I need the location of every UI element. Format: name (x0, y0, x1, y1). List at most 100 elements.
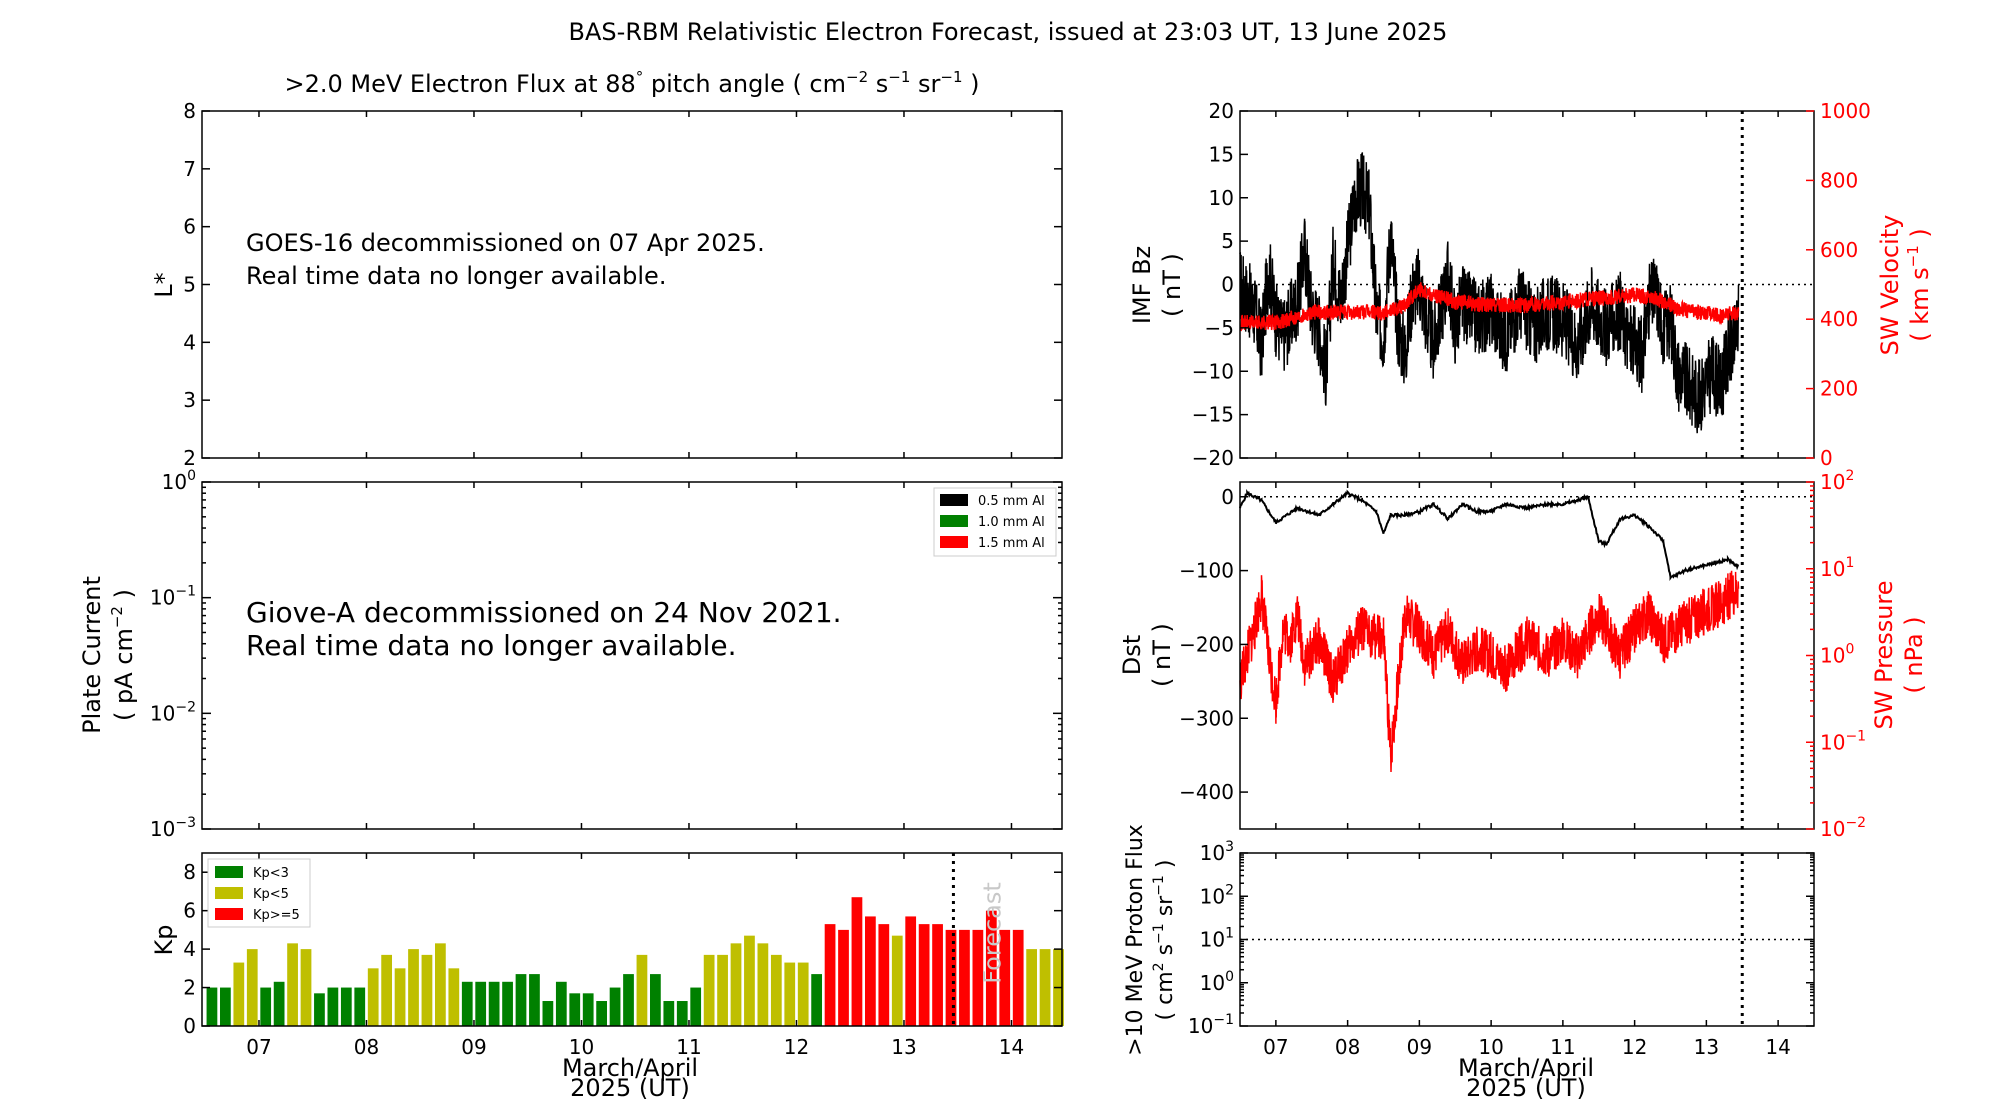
kp-bar (663, 1001, 675, 1026)
proton-flux-xtick-label: 08 (1335, 1035, 1360, 1059)
sw-velocity-line (1239, 282, 1740, 332)
kp-bar (542, 1001, 554, 1026)
proton-flux-xtick-label: 07 (1263, 1035, 1288, 1059)
plate-current-panel: 10−3 10−2 10−1 100 Plate Current ( pA cm−2 … (78, 468, 1063, 841)
kp-xtick-label: 10 (569, 1035, 594, 1059)
sw-pressure-ytick-label: 101 (1820, 555, 1854, 581)
electron-flux-ytick-label: 6 (183, 215, 196, 239)
kp-bar (529, 974, 540, 1026)
kp-bar (340, 987, 352, 1026)
electron-flux-ylabel: L* (150, 272, 178, 297)
forecast-label: Forecast (978, 882, 1006, 984)
imf-bz-ytick-label: 0 (1221, 273, 1234, 297)
kp-bar (555, 981, 567, 1026)
kp-ytick-label: 4 (183, 937, 196, 961)
kp-bar (448, 968, 460, 1026)
plate-current-ytick-label: 10−2 (150, 699, 196, 725)
kp-bar (744, 935, 755, 1026)
kp-bar (367, 968, 379, 1026)
proton-flux-xtick-label: 12 (1622, 1035, 1647, 1059)
kp-bar (435, 943, 446, 1026)
kp-bar (945, 929, 957, 1026)
imf-bz-ytick-label: 5 (1221, 229, 1234, 253)
kp-bar (757, 943, 769, 1026)
kp-bar (475, 981, 487, 1026)
kp-bar (918, 924, 930, 1026)
sw-pressure-ytick-label: 10−2 (1820, 815, 1866, 841)
dst-ytick-label: −200 (1179, 632, 1234, 656)
kp-bar (408, 949, 419, 1026)
kp-bar (985, 910, 997, 1026)
electron-flux-ytick-label: 3 (183, 388, 196, 412)
proton-flux-ytick-label: 10−1 (1188, 1012, 1234, 1038)
kp-bar (717, 954, 728, 1026)
dst-axis: −400 −300 −200 −100 0 10−2 10−1 100 101 102 (1179, 468, 1866, 841)
left-xlabel-line1: March/April (562, 1054, 698, 1082)
kp-xtick-label: 12 (784, 1035, 809, 1059)
plate-current-ytick-label: 10−3 (150, 815, 196, 841)
imf-bz-ytick-label: 15 (1209, 142, 1234, 166)
sw-velocity-ytick-label: 400 (1820, 307, 1858, 331)
kp-bar (273, 981, 285, 1026)
kp-bar (582, 993, 594, 1026)
sw-velocity-units: ( km s−1 ) (1904, 228, 1934, 342)
kp-bar (327, 987, 339, 1026)
electron-flux-axis: 2 3 4 5 6 7 8 (183, 99, 1062, 470)
imf-bz-ytick-label: −5 (1205, 316, 1234, 340)
kp-bar (650, 974, 661, 1026)
plate-current-legend: 0.5 mm Al 1.0 mm Al 1.5 mm Al (933, 487, 1057, 557)
dst-ytick-label: −400 (1179, 780, 1234, 804)
kp-bar (690, 987, 702, 1026)
kp-bar (488, 981, 500, 1026)
kp-bar (609, 987, 621, 1026)
kp-ytick-label: 2 (183, 976, 196, 1000)
kp-axis: 0 2 4 6 8 07 08 09 10 11 12 13 14 (183, 853, 1062, 1059)
kp-legend-swatch-high (215, 908, 243, 920)
kp-bar (865, 916, 876, 1026)
plate-current-ylabel: Plate Current (78, 576, 106, 734)
legend-swatch-1-5mm (940, 536, 968, 548)
kp-bar (811, 974, 823, 1026)
kp-bar (932, 924, 943, 1026)
dst-series (1239, 488, 1814, 773)
proton-flux-xtick-label: 11 (1550, 1035, 1575, 1059)
legend-label-1-5mm: 1.5 mm Al (978, 536, 1045, 551)
kp-xtick-label: 14 (999, 1035, 1024, 1059)
imf-bz-ytick-label: 10 (1209, 186, 1234, 210)
legend-swatch-0-5mm (940, 494, 968, 506)
sw-velocity-ytick-label: 600 (1820, 238, 1858, 262)
plate-current-frame (201, 481, 1063, 830)
legend-label-0-5mm: 0.5 mm Al (978, 494, 1045, 509)
dst-ytick-label: −300 (1179, 706, 1234, 730)
proton-flux-ytick-label: 103 (1200, 839, 1234, 865)
plate-current-ytick-label: 10−1 (150, 584, 196, 610)
electron-flux-ytick-label: 2 (183, 446, 196, 470)
giove-message-line2: Real time data no longer available. (246, 629, 737, 662)
kp-ytick-label: 8 (183, 860, 196, 884)
sw-velocity-ytick-label: 200 (1820, 377, 1858, 401)
kp-bar (515, 974, 527, 1026)
kp-bar (502, 981, 513, 1026)
sw-velocity-ytick-label: 1000 (1820, 99, 1871, 123)
sw-pressure-ylabel: SW Pressure (1870, 580, 1898, 729)
electron-flux-ytick-label: 4 (183, 330, 196, 354)
electron-flux-ytick-label: 8 (183, 99, 196, 123)
dst-line (1239, 488, 1740, 581)
kp-legend-swatch-mid (215, 887, 243, 899)
kp-bar (838, 929, 849, 1026)
proton-flux-axis: 10−1 100 101 102 103 07 08 09 10 11 12 13 14 (1188, 839, 1814, 1059)
kp-xtick-label: 11 (676, 1035, 701, 1059)
kp-bar (878, 924, 890, 1026)
kp-legend-label-low: Kp<3 (253, 866, 289, 881)
kp-bar (797, 962, 809, 1026)
proton-flux-xtick-label: 10 (1478, 1035, 1503, 1059)
kp-bar (824, 924, 836, 1026)
electron-flux-ytick-label: 5 (183, 273, 196, 297)
kp-bar (381, 954, 393, 1026)
kp-bar (394, 968, 406, 1026)
electron-flux-title: >2.0 MeV Electron Flux at 88° pitch angl… (284, 68, 979, 98)
kp-bar (891, 935, 903, 1026)
kp-bar (623, 974, 634, 1026)
proton-flux-ytick-label: 100 (1200, 969, 1234, 995)
